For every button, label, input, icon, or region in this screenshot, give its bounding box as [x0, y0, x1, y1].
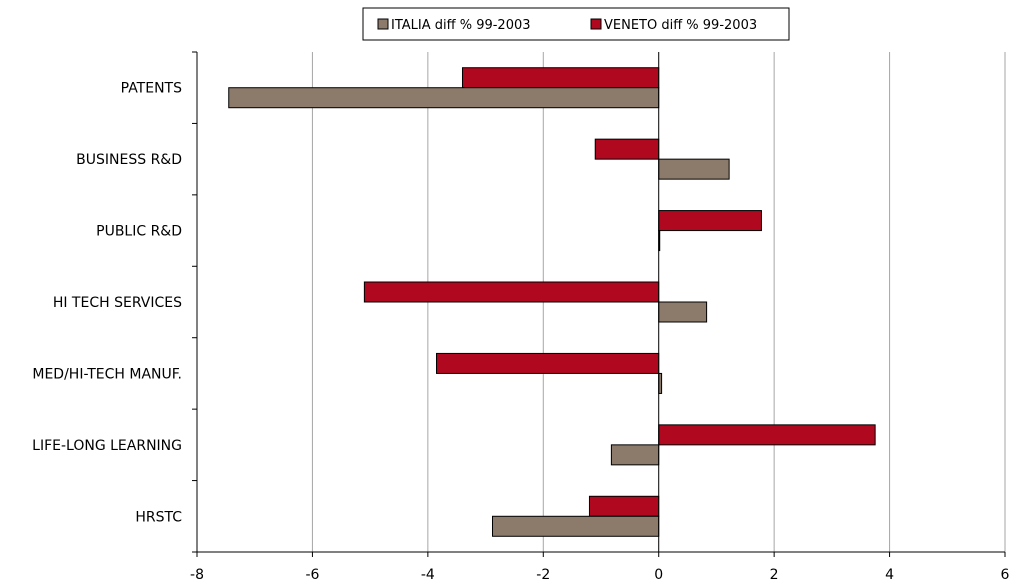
bars: [228, 67, 876, 537]
category-labels: PATENTS BUSINESS R&D PUBLIC R&D HI TECH SER…: [32, 81, 182, 526]
category-label: HI TECH SERVICES: [53, 295, 182, 311]
x-tick-label: -2: [536, 567, 550, 583]
bar-italia: [610, 444, 660, 466]
legend-swatch-italia: [377, 18, 389, 30]
x-tick-label: -6: [305, 567, 319, 583]
bar-veneto: [658, 424, 876, 446]
bar-veneto: [436, 352, 660, 374]
axes: [192, 51, 1006, 557]
x-tick-label: -8: [190, 567, 204, 583]
grid-lines: [311, 52, 1006, 552]
x-tick-label: 6: [1001, 567, 1010, 583]
x-tick-label: 2: [770, 567, 779, 583]
bar-veneto: [658, 210, 762, 232]
category-label: LIFE-LONG LEARNING: [32, 438, 182, 454]
category-label: PATENTS: [121, 81, 182, 97]
tick-labels: -8 -6 -4 -2 0 2 4 6: [190, 567, 1010, 583]
x-tick-label: 0: [654, 567, 663, 583]
legend-label-veneto: VENETO diff % 99-2003: [604, 18, 757, 33]
legend-frame: [362, 7, 790, 41]
category-label: MED/HI-TECH MANUF.: [32, 366, 182, 382]
x-tick-label: 4: [885, 567, 894, 583]
bar-veneto: [461, 67, 660, 89]
category-label: HRSTC: [135, 509, 182, 525]
bar-veneto: [588, 495, 660, 517]
bar-italia: [658, 158, 730, 180]
bar-veneto: [363, 281, 660, 303]
bar-italia: [658, 301, 708, 323]
bar-veneto: [594, 138, 660, 160]
bar-italia: [491, 515, 660, 537]
bar-italia: [228, 87, 660, 109]
legend: ITALIA diff % 99-2003 VENETO diff % 99-2…: [362, 7, 790, 41]
x-tick-label: -4: [421, 567, 435, 583]
category-label: PUBLIC R&D: [96, 224, 182, 240]
legend-label-italia: ITALIA diff % 99-2003: [391, 18, 531, 33]
category-label: BUSINESS R&D: [76, 152, 182, 168]
legend-swatch-veneto: [590, 18, 602, 30]
